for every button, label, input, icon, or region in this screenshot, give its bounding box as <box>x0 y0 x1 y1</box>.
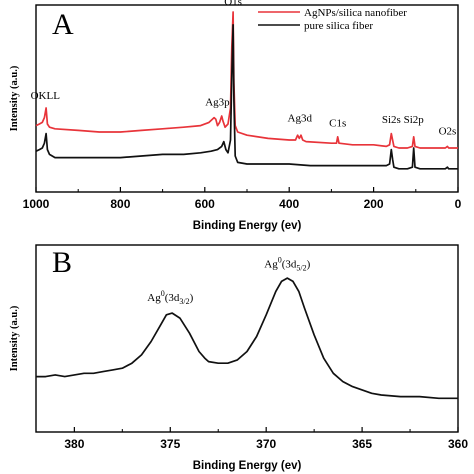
peak-annotation: Ag3d <box>288 113 313 125</box>
peak-annotation: Si2p <box>404 114 425 126</box>
peak-annotation: Ag0(3d5/2) <box>264 255 310 272</box>
x-tick-label: 370 <box>256 437 276 451</box>
panel-b-plot: 380 375 370 365 360 Binding Energy (ev) Intens… <box>9 255 468 472</box>
x-axis-title: Binding Energy (ev) <box>193 220 302 232</box>
x-tick-label: 800 <box>110 197 130 211</box>
panel-a-letter: A <box>52 8 74 41</box>
x-tick-label: 400 <box>279 197 299 211</box>
peak-annotation: C1s <box>329 117 346 129</box>
peak-annotation: Ag0(3d3/2) <box>147 289 193 306</box>
peak-annotation: OKLL <box>31 90 61 102</box>
x-tick-label: 375 <box>160 437 180 451</box>
x-tick-label: 380 <box>64 437 84 451</box>
peak-annotation: Si2s <box>382 114 401 126</box>
x-axis-title: Binding Energy (ev) <box>193 460 302 472</box>
x-tick-label: 360 <box>448 437 468 451</box>
panel-a-plot: 1000 800 600 400 200 0 Binding Energy (ev) Inte… <box>9 0 462 232</box>
panel-b-letter: B <box>52 246 72 279</box>
y-axis-title: Intensity (a.u.) <box>9 305 20 371</box>
x-tick-label: 600 <box>195 197 215 211</box>
peak-annotation: Ag3p <box>205 97 230 109</box>
peak-annotation: O2s <box>439 125 457 137</box>
peak-annotation: O1s <box>224 0 242 8</box>
x-tick-label: 200 <box>364 197 384 211</box>
series-line-2 <box>35 23 458 170</box>
x-tick-label: 1000 <box>23 197 50 211</box>
series-line-1 <box>35 11 458 149</box>
x-tick-label: 365 <box>352 437 372 451</box>
legend-label-1: AgNPs/silica nanofiber <box>304 7 407 19</box>
legend-label-2: pure silica fiber <box>304 20 373 32</box>
x-tick-label: 0 <box>455 197 462 211</box>
series-line-1 <box>36 277 458 400</box>
panel-b-frame <box>35 244 459 433</box>
y-axis-title: Intensity (a.u.) <box>9 65 20 131</box>
